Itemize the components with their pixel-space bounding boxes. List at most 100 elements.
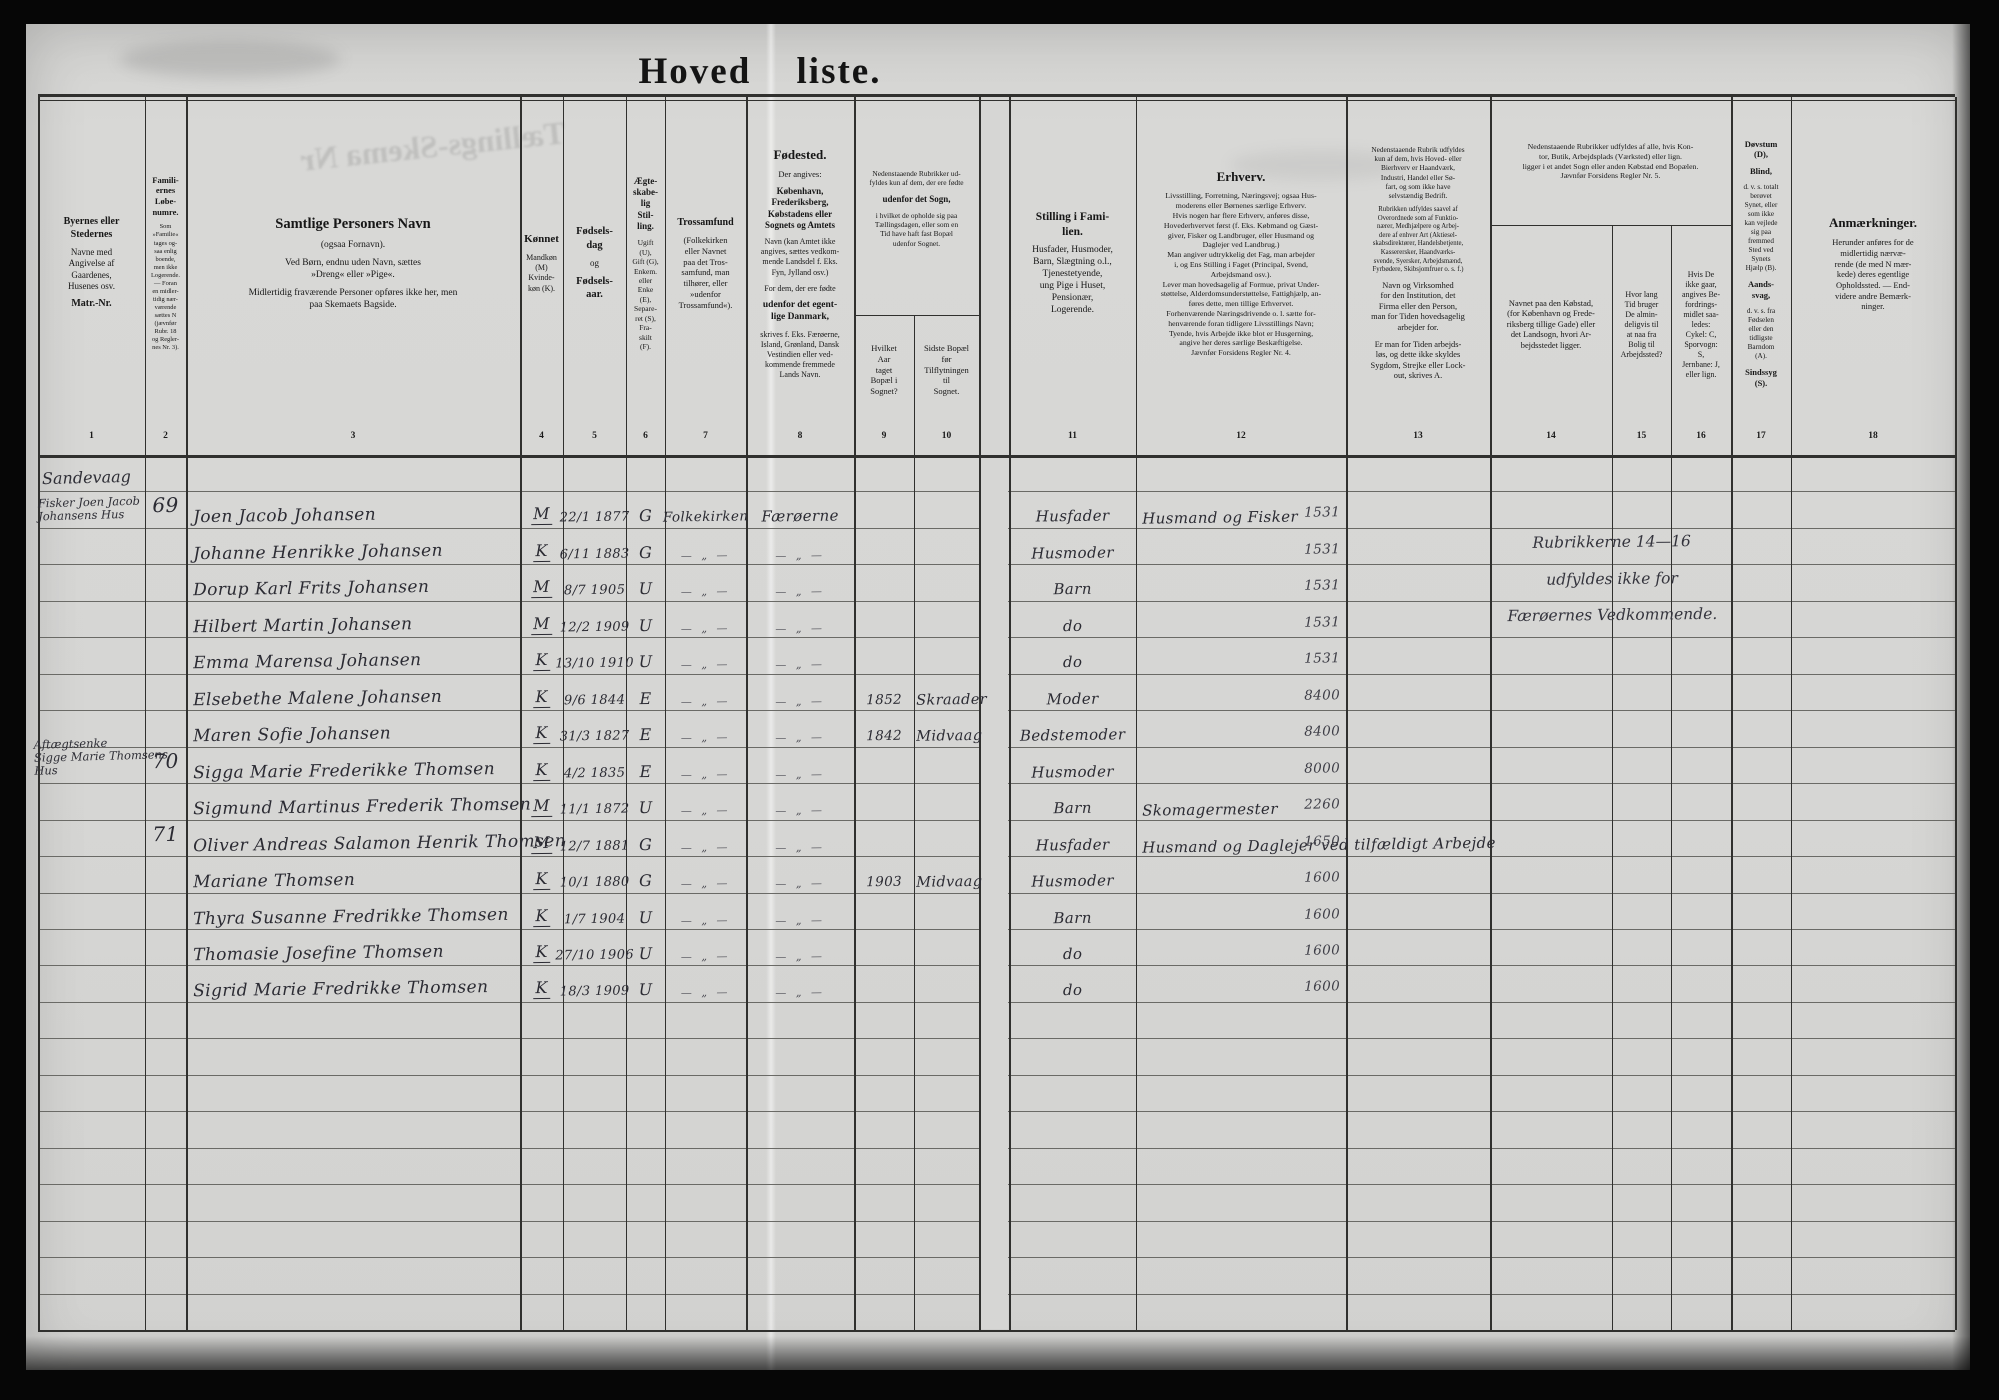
column-header-c5: Fødsels- dag og Fødsels- aar. xyxy=(565,104,624,423)
column-number: 2 xyxy=(163,431,168,441)
header-text: Byernes eller Stedernes xyxy=(63,215,120,240)
header-text: Famili- ernes Løbe- numre. xyxy=(152,174,179,217)
header-text: i hvilket de opholde sig paa Tællingsdag… xyxy=(874,210,959,248)
table-column-line xyxy=(1731,97,1733,1330)
table-column-line xyxy=(145,97,146,1330)
header-text: Fødsels- dag xyxy=(576,226,613,251)
table-column-line xyxy=(1490,97,1492,1330)
header-text: Blind, xyxy=(1750,165,1772,176)
header-text: København, Frederiksberg, Købstadens ell… xyxy=(765,186,835,230)
column-number: 3 xyxy=(350,431,356,441)
header-text: (Folkekirken eller Navnet paa det Tros- … xyxy=(678,235,733,310)
table-column-line xyxy=(626,97,627,1330)
header-text: Husfader, Husmoder, Barn, Slægtning o.l.… xyxy=(1032,245,1113,315)
column-number: 9 xyxy=(881,431,887,441)
table-column-line xyxy=(914,315,915,1330)
table-column-line xyxy=(186,97,188,1330)
header-text: Herunder anføres for de midlertidig nærv… xyxy=(1832,237,1914,312)
table-column-line xyxy=(1346,97,1348,1330)
column-number: 10 xyxy=(941,431,952,441)
header-text: (ogsaa Fornavn). xyxy=(320,239,386,250)
column-header-c10: Sidste Bopæl før Tilflytningen til Sogne… xyxy=(916,317,977,423)
header-text: Døvstum (D), xyxy=(1744,138,1778,160)
header-text: Navn (kan Amtet ikke angives, sættes ved… xyxy=(760,237,840,277)
table-rule xyxy=(38,1330,1955,1332)
header-text: og xyxy=(590,257,599,268)
header-text: udenfor det egent- lige Danmark, xyxy=(762,299,838,322)
column-number: 1 xyxy=(89,431,94,441)
column-number: 7 xyxy=(703,431,708,441)
column-header-c6: Ægte- skabe- lig Stil- ling. Ugift (U), G… xyxy=(628,104,663,423)
table-rule xyxy=(854,315,979,317)
header-text: Ved Børn, endnu uden Navn, sættes »Dreng… xyxy=(285,257,421,280)
house-note-70: Aftægtsenke Sigge Marie Thomsens Hus xyxy=(33,735,169,778)
table-rule xyxy=(1490,225,1731,227)
header-text: Fødested. xyxy=(773,146,827,162)
header-text: Der angives: xyxy=(778,169,822,180)
table-column-line xyxy=(563,97,564,1330)
header-text: For dem, der ere fødte xyxy=(764,283,836,293)
column-number: 16 xyxy=(1696,431,1706,441)
house-note-69: Fisker Joen Jacob Johansens Hus xyxy=(37,493,141,524)
header-text: Rubrikken udfyldes saavel af Overordnede… xyxy=(1372,206,1464,274)
scan-seam xyxy=(766,24,776,1370)
column-number: 17 xyxy=(1756,431,1766,441)
table-column-line xyxy=(746,97,748,1330)
header-text: Trossamfund xyxy=(677,216,734,228)
header-text: Ugift (U), Gift (G), Enkem. eller Enke (… xyxy=(632,238,659,351)
header-text: Hvor lang Tid bruger De almin- deligvis … xyxy=(1620,289,1663,360)
column-number: 14 xyxy=(1546,431,1556,441)
header-text: udenfor det Sogn, xyxy=(882,193,951,204)
column-header-c16: Hvis De ikke gaar, angives Be- fordrings… xyxy=(1673,227,1729,423)
header-text: Nedenstaaende Rubrikker udfyldes af alle… xyxy=(1522,141,1699,181)
column-header-c14: Navnet paa den Købstad, (for København o… xyxy=(1492,227,1610,423)
header-text: Stilling i Fami- lien. xyxy=(1035,211,1110,238)
column-header-c2: Famili- ernes Løbe- numre. Som »Familie« … xyxy=(147,104,184,423)
bleedthrough-smudge xyxy=(1230,150,1410,180)
column-number: 15 xyxy=(1636,431,1647,441)
header-text: Midlertidig fraværende Personer opføres … xyxy=(248,287,458,310)
column-number: 12 xyxy=(1236,431,1246,441)
column-number: 8 xyxy=(797,431,803,441)
header-text: Hvis De ikke gaar, angives Be- fordrings… xyxy=(1682,269,1720,380)
remark-line: Rubrikkerne 14—16 xyxy=(1532,532,1691,552)
header-text: d. v. s. totalt berøvet Synet, eller som… xyxy=(1743,182,1779,273)
header-text: Navnet paa den Købstad, (for København o… xyxy=(1506,298,1596,350)
table-column-line xyxy=(1009,97,1011,1330)
table-column-line xyxy=(38,97,40,1330)
table-rule xyxy=(38,455,1955,458)
column-number: 5 xyxy=(592,431,597,441)
header-text: d. v. s. fra Fødselen eller den tidligst… xyxy=(1746,306,1776,360)
column-header-c1: Byernes eller Stedernes Navne med Angivel… xyxy=(40,104,143,423)
scan-edge-shadow xyxy=(26,1336,1970,1370)
header-text: Mandkøn (M) Kvinde- køn (K). xyxy=(526,253,557,293)
table-column-line xyxy=(520,97,522,1330)
column-header-c4: Kønnet Mandkøn (M) Kvinde- køn (K). xyxy=(522,104,561,423)
place-name-entry: Sandevaag xyxy=(41,466,132,489)
column-header-c12: Erhverv. Livsstilling, Forretning, Næring… xyxy=(1138,104,1344,423)
handwritten-remark: Rubrikkerne 14—16 udfyldes ikke for Færøer… xyxy=(1493,523,1730,635)
header-text: Sidste Bopæl før Tilflytningen til Sogne… xyxy=(923,343,970,397)
column-header-c9: Hvilket Aar taget Bopæl i Sognet? xyxy=(856,317,912,423)
column-header-g910: Nedenstaaende Rubrikker ud- fyldes kun a… xyxy=(856,104,977,313)
header-text: Kønnet xyxy=(524,233,559,246)
header-text: Anmærkninger. xyxy=(1828,214,1917,230)
header-text: Navn og Virksomhed for den Institution, … xyxy=(1371,280,1465,333)
form-title: Hoved liste. xyxy=(638,51,882,92)
header-text: Erhverv. xyxy=(1216,168,1266,184)
header-text: Nedenstaaende Rubrikker ud- fyldes kun a… xyxy=(869,168,964,188)
table-column-line xyxy=(1136,97,1137,1330)
column-number: 11 xyxy=(1068,431,1077,441)
table-fold-gap xyxy=(980,103,1008,1329)
header-text: Livsstilling, Forretning, Næringsvej; og… xyxy=(1160,191,1322,358)
column-header-c17: Døvstum (D), Blind, d. v. s. totalt berøve… xyxy=(1733,104,1789,423)
remark-line: udfyldes ikke for xyxy=(1546,568,1678,589)
table-column-line xyxy=(1791,97,1792,1330)
header-text: Navne med Angivelse af Gaardenes, Husene… xyxy=(68,247,115,292)
header-text: Aands- svag, xyxy=(1748,279,1774,300)
column-header-c8: Fødested. Der angives: København, Frederik… xyxy=(748,104,852,423)
table-column-line xyxy=(1671,225,1672,1330)
header-text: Er man for Tiden arbejds- løs, og dette … xyxy=(1370,339,1466,381)
column-number: 18 xyxy=(1868,431,1878,441)
table-column-line xyxy=(854,97,856,1330)
